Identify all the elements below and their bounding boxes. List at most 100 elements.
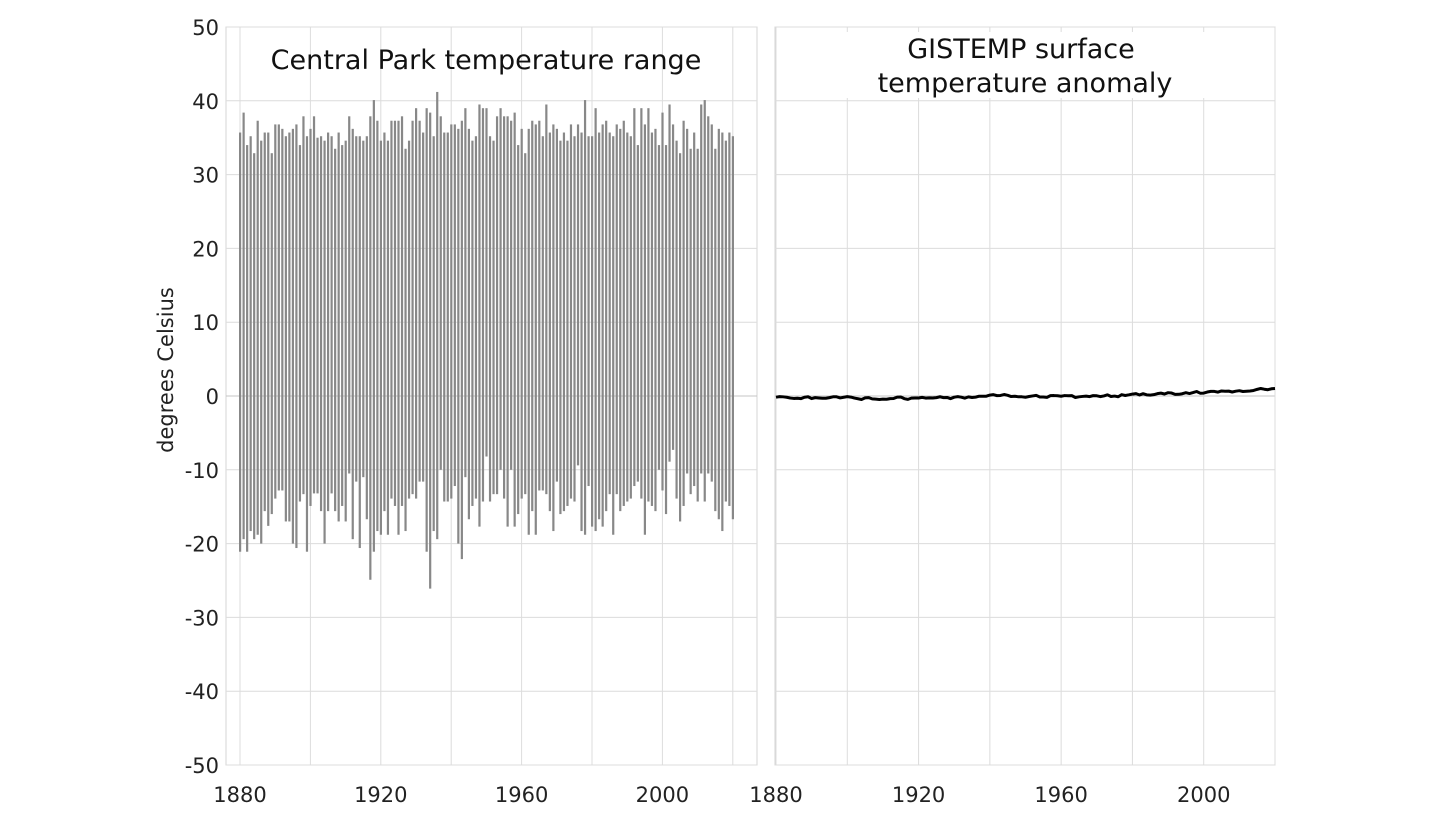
left-x-tick-label: 2000 — [636, 783, 689, 807]
temperature-range-bar — [598, 132, 601, 520]
temperature-range-bar — [689, 148, 692, 495]
temperature-range-bar — [376, 120, 379, 532]
temperature-range-bar — [443, 132, 446, 502]
right-x-tick-label: 1960 — [1034, 783, 1087, 807]
temperature-range-bar — [506, 116, 509, 527]
temperature-range-bar — [643, 124, 646, 535]
temperature-range-bar — [400, 116, 404, 506]
temperature-range-bar — [714, 148, 717, 512]
temperature-range-bar — [267, 132, 270, 526]
temperature-range-bar — [707, 116, 710, 474]
temperature-range-bar — [531, 120, 534, 512]
temperature-range-bar — [379, 140, 382, 535]
temperature-range-bar — [671, 124, 675, 450]
y-tick-label: 40 — [192, 90, 219, 114]
temperature-range-bar — [242, 112, 245, 540]
temperature-range-bar — [619, 128, 622, 512]
y-tick-label: 20 — [192, 237, 219, 261]
temperature-range-bar — [446, 132, 449, 502]
temperature-range-bar — [295, 124, 298, 549]
temperature-range-bar — [351, 128, 354, 540]
temperature-range-bar — [488, 136, 492, 502]
temperature-range-bar — [263, 132, 266, 512]
temperature-range-bar — [576, 124, 580, 466]
temperature-range-bar — [682, 120, 685, 506]
y-tick-label: 30 — [192, 164, 219, 188]
temperature-range-bar — [633, 108, 636, 487]
temperature-range-bar — [397, 120, 400, 535]
temperature-range-bar — [319, 136, 323, 512]
temperature-range-bar — [657, 145, 661, 470]
temperature-range-bar — [291, 128, 294, 544]
temperature-range-bar — [696, 148, 699, 502]
temperature-range-bar — [415, 108, 418, 499]
temperature-range-bar — [411, 120, 414, 495]
left-x-tick-label: 1880 — [213, 783, 266, 807]
temperature-range-bar — [661, 112, 664, 491]
y-tick-label: -10 — [185, 459, 219, 483]
temperature-range-bar — [365, 136, 368, 520]
y-tick-label: 0 — [206, 385, 219, 409]
temperature-range-bar — [253, 153, 256, 540]
temperature-range-bar — [429, 112, 432, 589]
temperature-range-bar — [362, 140, 365, 478]
temperature-range-bar — [372, 100, 375, 552]
temperature-range-bar — [492, 140, 495, 495]
temperature-range-bar — [327, 132, 330, 512]
temperature-range-bar — [583, 100, 587, 535]
temperature-range-bar — [422, 132, 425, 482]
right-title-background — [842, 32, 1208, 98]
temperature-range-bar — [404, 148, 407, 532]
temperature-range-bar — [393, 120, 397, 506]
temperature-range-bar — [341, 145, 344, 506]
temperature-range-bar — [538, 120, 541, 491]
temperature-range-bar — [467, 128, 470, 520]
temperature-range-bar — [717, 128, 720, 520]
temperature-range-bar — [668, 104, 671, 462]
temperature-range-bar — [640, 108, 643, 499]
temperature-range-bar — [246, 145, 249, 552]
temperature-range-bar — [548, 132, 551, 512]
temperature-range-bar — [724, 140, 727, 502]
y-tick-label: 10 — [192, 311, 219, 335]
temperature-range-bar — [710, 124, 713, 482]
temperature-range-bar — [305, 136, 309, 552]
right-x-tick-label: 2000 — [1177, 783, 1230, 807]
temperature-range-bar — [520, 128, 523, 499]
temperature-range-bar — [601, 124, 604, 527]
temperature-range-bar — [323, 140, 326, 544]
temperature-range-bar — [728, 132, 731, 506]
temperature-range-bar — [460, 120, 463, 560]
temperature-range-bar — [562, 132, 566, 512]
left-x-tick-label: 1960 — [495, 783, 548, 807]
temperature-range-bar — [309, 128, 312, 506]
temperature-range-bar — [703, 100, 706, 502]
temperature-range-bar — [316, 137, 319, 494]
temperature-range-bar — [478, 104, 481, 527]
temperature-range-bar — [312, 116, 316, 494]
temperature-range-bar — [513, 112, 516, 527]
temperature-range-bar — [358, 136, 361, 549]
temperature-range-bar — [647, 108, 650, 502]
temperature-range-bar — [464, 108, 467, 478]
temperature-range-bar — [256, 120, 259, 535]
right-x-tick-label: 1880 — [749, 783, 802, 807]
temperature-range-bar — [298, 145, 302, 502]
right-panel-title-line-1: GISTEMP surface — [907, 34, 1135, 65]
temperature-range-bar — [439, 116, 442, 470]
temperature-range-bar — [270, 153, 273, 515]
temperature-range-bar — [302, 116, 305, 495]
temperature-range-bar — [608, 132, 611, 495]
temperature-range-bar — [566, 140, 569, 506]
temperature-range-bar — [330, 136, 333, 494]
left-x-tick-label: 1920 — [354, 783, 407, 807]
temperature-range-bar — [369, 116, 372, 580]
temperature-range-bar — [337, 132, 340, 522]
temperature-range-bar — [559, 140, 562, 515]
temperature-range-bar — [407, 140, 411, 499]
temperature-range-bar — [239, 132, 242, 552]
right-panel-title-line-2: temperature anomaly — [878, 68, 1173, 99]
temperature-range-bar — [675, 140, 678, 499]
temperature-range-bar — [277, 124, 280, 491]
